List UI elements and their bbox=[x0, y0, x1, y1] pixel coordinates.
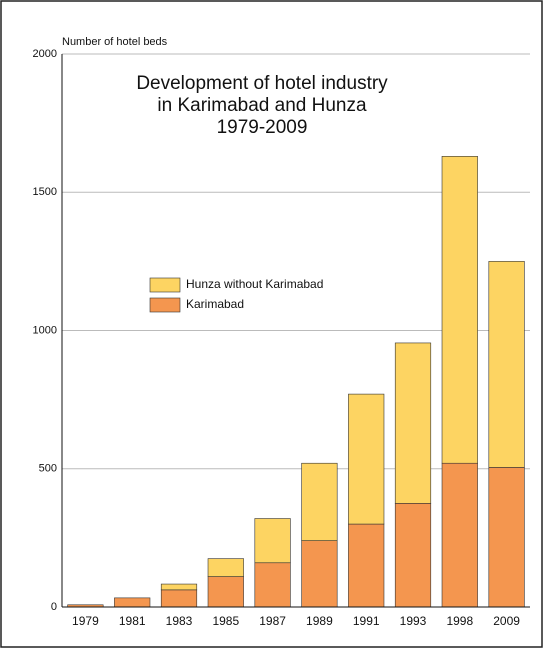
chart-subtitle: 1979-2009 bbox=[217, 117, 308, 138]
bar-segment bbox=[441, 156, 478, 464]
bar-segment bbox=[207, 558, 244, 577]
x-tick-label: 1989 bbox=[306, 614, 333, 628]
legend-label: Karimabad bbox=[186, 297, 244, 311]
x-tick-label: 1991 bbox=[353, 614, 380, 628]
bar-segment bbox=[301, 540, 338, 608]
bar-segment bbox=[348, 523, 385, 608]
bar-segment bbox=[488, 467, 525, 608]
x-tick-label: 1979 bbox=[72, 614, 99, 628]
bar-segment bbox=[394, 342, 432, 504]
x-tick-label: 1998 bbox=[446, 614, 473, 628]
y-tick-label: 1500 bbox=[33, 186, 57, 198]
bar-segment bbox=[301, 462, 338, 541]
bar-segment bbox=[114, 597, 151, 608]
x-tick-label: 1987 bbox=[259, 614, 286, 628]
bar-segment bbox=[160, 583, 198, 591]
y-tick-label: 500 bbox=[39, 463, 57, 475]
bar-segment bbox=[207, 576, 244, 608]
y-tick-label: 1000 bbox=[33, 324, 57, 336]
bar-segment bbox=[160, 589, 198, 608]
bar-segment bbox=[254, 518, 291, 564]
x-tick-label: 1985 bbox=[212, 614, 239, 628]
y-axis-label: Number of hotel beds bbox=[62, 36, 168, 48]
x-tick-label: 1981 bbox=[119, 614, 146, 628]
legend-swatch bbox=[149, 297, 181, 313]
x-tick-label: 2009 bbox=[493, 614, 520, 628]
chart-title: Development of hotel industry bbox=[136, 73, 388, 94]
bar-segment bbox=[394, 503, 432, 608]
bar-segment bbox=[441, 462, 478, 608]
bar-segment bbox=[348, 393, 385, 525]
bar-segment bbox=[254, 562, 291, 608]
chart-subtitle: in Karimabad and Hunza bbox=[157, 95, 367, 116]
y-tick-label: 2000 bbox=[33, 48, 57, 60]
bar-segment bbox=[488, 261, 525, 468]
legend-label: Hunza without Karimabad bbox=[186, 277, 323, 291]
x-tick-label: 1983 bbox=[166, 614, 193, 628]
legend-swatch bbox=[149, 277, 181, 293]
y-tick-label: 0 bbox=[51, 601, 57, 613]
x-tick-label: 1993 bbox=[400, 614, 427, 628]
